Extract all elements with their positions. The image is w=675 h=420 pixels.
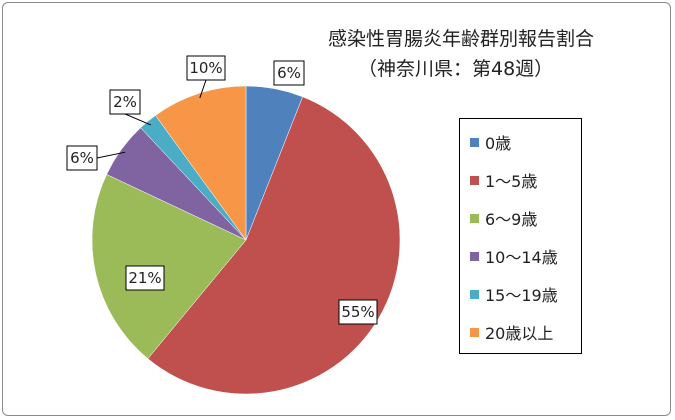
legend-item-1: 1～5歳 (470, 169, 537, 191)
data-label-1: 55% (341, 303, 374, 321)
pie-slice-5 (155, 85, 247, 241)
data-label-box-2 (125, 265, 165, 291)
chart-subtitle: （神奈川県：第48週） (358, 58, 554, 80)
data-label-0: 6% (277, 64, 301, 82)
pie-slice-1 (147, 96, 401, 395)
legend-swatch-2 (470, 213, 479, 223)
pie-slice-2 (91, 174, 247, 360)
data-label-box-4 (109, 89, 141, 115)
leader-line-3 (96, 151, 126, 159)
legend-swatch-5 (470, 327, 479, 337)
data-label-box-5 (186, 55, 226, 81)
leader-line-5 (199, 79, 207, 99)
legend-swatch-4 (470, 289, 479, 299)
data-label-2: 21% (128, 269, 161, 287)
legend-label-5: 20歳以上 (485, 324, 554, 343)
legend-label-0: 0歳 (485, 134, 512, 153)
data-label-4: 2% (113, 93, 137, 111)
data-label-5: 10% (189, 59, 222, 77)
legend-swatch-1 (470, 175, 479, 185)
legend-label-4: 15～19歳 (485, 286, 558, 305)
legend-swatch-3 (470, 251, 479, 261)
legend: 0歳 1～5歳 6～9歳 10～14歳 15～19歳 20歳以上 (459, 118, 582, 354)
data-label-box-3 (66, 145, 98, 171)
legend-item-0: 0歳 (470, 131, 511, 153)
legend-item-2: 6～9歳 (470, 207, 537, 229)
legend-item-4: 15～19歳 (470, 283, 558, 305)
legend-label-1: 1～5歳 (485, 172, 538, 191)
chart-title: 感染性胃腸炎年齢群別報告割合 （神奈川県：第48週） (328, 24, 668, 84)
data-label-3: 6% (70, 149, 94, 167)
legend-item-5: 20歳以上 (470, 321, 553, 343)
legend-swatch-0 (470, 137, 479, 147)
leader-line-4 (124, 113, 151, 126)
data-label-box-1 (338, 299, 378, 325)
legend-label-2: 6～9歳 (485, 210, 538, 229)
legend-item-3: 10～14歳 (470, 245, 558, 267)
legend-label-3: 10～14歳 (485, 248, 558, 267)
data-label-box-0 (273, 60, 305, 86)
chart-title-text: 感染性胃腸炎年齢群別報告割合 (328, 28, 595, 50)
